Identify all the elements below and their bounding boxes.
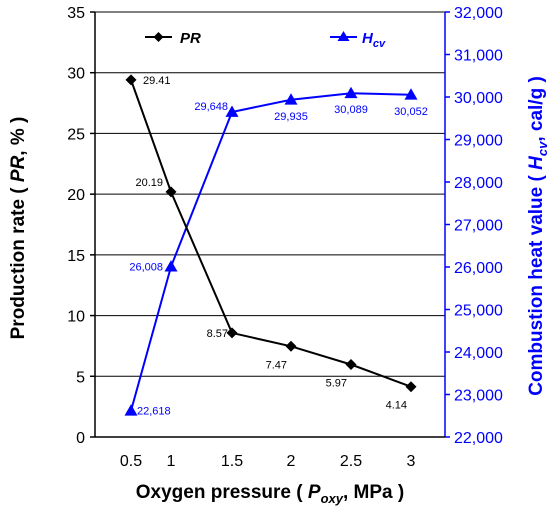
legend-pr-label: PR <box>180 30 201 47</box>
y-left-tick-label: 20 <box>67 187 85 204</box>
pr-data-label: 20.19 <box>135 177 163 189</box>
hcv-data-label: 30,052 <box>394 106 428 118</box>
hcv-point <box>344 86 358 99</box>
y-right-tick-label: 26,000 <box>454 260 503 277</box>
y-left-tick-label: 15 <box>67 248 85 265</box>
y-left-tick-label: 30 <box>67 66 85 83</box>
y-right-tick-label: 22,000 <box>454 430 503 447</box>
y-left-tick-label: 25 <box>67 126 85 143</box>
pr-point <box>226 327 238 339</box>
series-hcv-line <box>130 92 412 412</box>
hcv-data-label: 30,089 <box>334 104 368 116</box>
x-tick-label: 2 <box>287 453 296 470</box>
pr-data-label: 7.47 <box>266 359 287 371</box>
y-right-tick-label: 31,000 <box>454 48 503 65</box>
hcv-point <box>284 93 298 105</box>
hcv-point <box>404 88 418 100</box>
hcv-data-label: 26,008 <box>129 262 163 274</box>
x-tick-label: 0.5 <box>120 453 142 470</box>
series <box>124 74 418 416</box>
x-tick-label: 3 <box>407 453 416 470</box>
pr-point <box>165 186 177 198</box>
pr-data-label: 4.14 <box>386 400 407 412</box>
y-left-tick-label: 5 <box>76 369 85 386</box>
y-right-axis-title: Combustion heat value ( Hcv, cal/g ) <box>526 76 550 396</box>
legend-hcv-marker <box>337 31 350 41</box>
data-labels: 29.41 20.19 8.57 7.47 5.97 4.14 22,618 26,008 29… <box>129 75 427 418</box>
hcv-point <box>225 105 239 117</box>
x-tick-label: 1.5 <box>221 453 243 470</box>
axes: 0 5 10 15 20 25 30 35 22,000 23,000 24,000 25,000 26… <box>67 5 503 470</box>
y-left-tick-label: 0 <box>76 430 85 447</box>
axis-titles: Oxygen pressure ( Poxy, MPa ) Production … <box>8 76 550 506</box>
x-tick-label: 1 <box>167 453 176 470</box>
y-right-tick-label: 24,000 <box>454 345 503 362</box>
pr-data-label: 29.41 <box>143 75 171 87</box>
y-right-tick-label: 30,000 <box>454 90 503 107</box>
hcv-point <box>164 260 178 272</box>
y-right-tick-label: 32,000 <box>454 5 503 22</box>
pr-point <box>345 359 357 371</box>
y-left-tick-label: 10 <box>67 309 85 326</box>
pr-data-label: 5.97 <box>326 378 347 390</box>
pr-point <box>125 74 137 86</box>
x-tick-label: 2.5 <box>340 453 362 470</box>
y-right-tick-label: 23,000 <box>454 388 503 405</box>
y-right-tick-label: 25,000 <box>454 303 503 320</box>
y-left-tick-label: 35 <box>67 5 85 22</box>
y-left-axis-title: Production rate ( PR, % ) <box>8 117 29 340</box>
legend: PR Hcv <box>145 30 386 50</box>
pr-point <box>285 340 297 352</box>
y-right-tick-label: 27,000 <box>454 218 503 235</box>
y-right-tick-label: 29,000 <box>454 133 503 150</box>
y-right-tick-label: 28,000 <box>454 175 503 192</box>
hcv-data-label: 29,935 <box>274 111 308 123</box>
series-pr-line <box>130 79 412 388</box>
legend-hcv-label: Hcv <box>362 30 386 50</box>
hcv-point <box>124 404 138 416</box>
hcv-data-label: 22,618 <box>137 406 171 418</box>
pr-point <box>405 381 417 393</box>
hcv-data-label: 29,648 <box>194 101 228 113</box>
pr-data-label: 8.57 <box>207 328 228 340</box>
x-axis-title: Oxygen pressure ( Poxy, MPa ) <box>136 482 404 506</box>
gridlines <box>95 11 445 377</box>
legend-pr-marker <box>153 32 164 42</box>
